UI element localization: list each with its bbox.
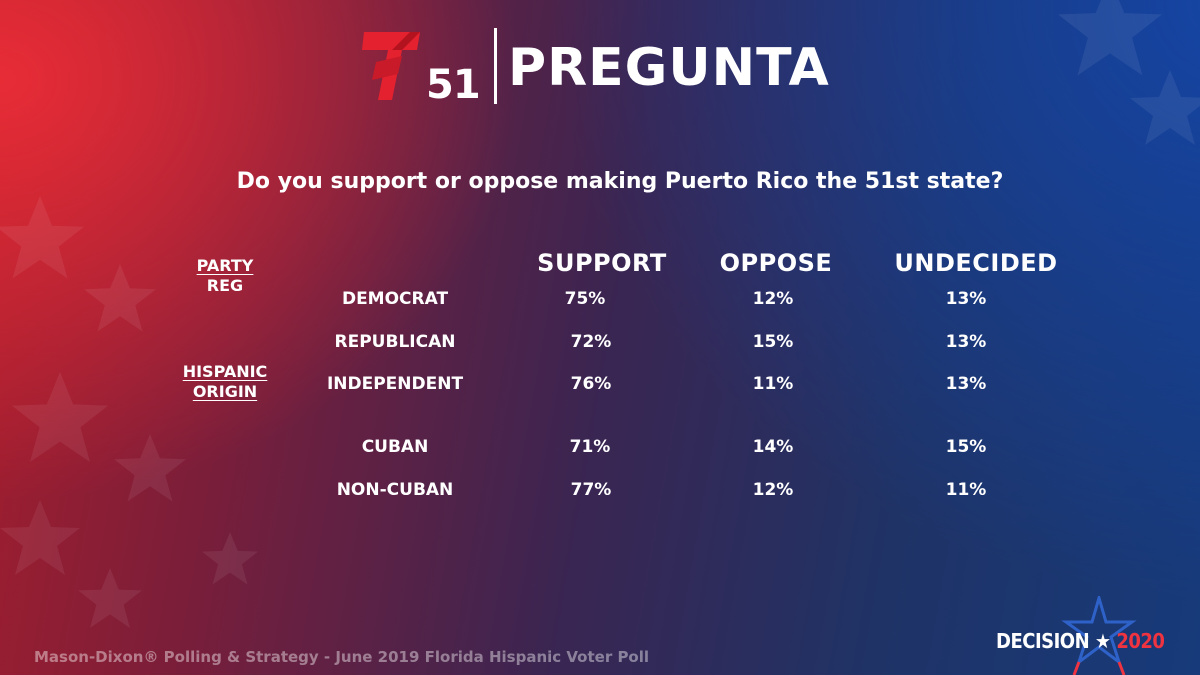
group-label-party-reg: PARTY REG	[170, 256, 280, 296]
support-value: 77%	[570, 480, 612, 500]
row-label: INDEPENDENT	[326, 374, 464, 394]
group-label-line: PARTY	[196, 256, 254, 275]
support-value: 75%	[564, 289, 606, 309]
group-label-line: HISPANIC	[182, 362, 268, 381]
page-title: PREGUNTA	[508, 38, 830, 98]
table-row: REPUBLICAN 72% 15% 13%	[0, 330, 1200, 354]
row-label: DEMOCRAT	[341, 289, 449, 309]
row-label: CUBAN	[361, 437, 429, 457]
decision-2020-logo: DECISION ★ 2020	[990, 596, 1165, 675]
support-value: 71%	[569, 437, 611, 457]
telemundo-51-logo: 51	[362, 28, 481, 106]
header-divider	[494, 28, 497, 104]
column-header-undecided: UNDECIDED	[894, 249, 1058, 277]
table-row: DEMOCRAT 75% 12% 13%	[0, 287, 1200, 311]
star-icon: ★	[1094, 629, 1111, 653]
undecided-value: 15%	[945, 437, 987, 457]
support-value: 76%	[570, 374, 612, 394]
table-row: CUBAN 71% 14% 15%	[0, 435, 1200, 459]
oppose-value: 11%	[752, 374, 794, 394]
row-label: NON-CUBAN	[336, 480, 454, 500]
poll-question: Do you support or oppose making Puerto R…	[236, 169, 1004, 194]
group-label-line: ORIGIN	[192, 382, 258, 401]
column-header-oppose: OPPOSE	[719, 249, 833, 277]
group-label-hispanic-origin: HISPANIC ORIGIN	[170, 362, 280, 402]
undecided-value: 13%	[945, 374, 987, 394]
undecided-value: 13%	[945, 289, 987, 309]
row-label: REPUBLICAN	[334, 332, 456, 352]
telemundo-t-icon	[362, 32, 420, 100]
undecided-value: 11%	[945, 480, 987, 500]
oppose-value: 14%	[752, 437, 794, 457]
decision-word: DECISION	[996, 629, 1090, 653]
oppose-value: 12%	[752, 289, 794, 309]
support-value: 72%	[570, 332, 612, 352]
decision-star-icon	[1061, 596, 1137, 675]
logo-number: 51	[426, 62, 481, 108]
oppose-value: 12%	[752, 480, 794, 500]
decision-year: 2020	[1116, 629, 1165, 653]
source-credit: Mason-Dixon® Polling & Strategy - June 2…	[34, 648, 650, 666]
column-header-support: SUPPORT	[537, 249, 667, 277]
oppose-value: 15%	[752, 332, 794, 352]
decision-wordmark: DECISION ★ 2020	[996, 628, 1165, 654]
table-row: NON-CUBAN 77% 12% 11%	[0, 478, 1200, 502]
undecided-value: 13%	[945, 332, 987, 352]
table-row: INDEPENDENT 76% 11% 13%	[0, 372, 1200, 396]
group-label-line: REG	[206, 276, 244, 295]
